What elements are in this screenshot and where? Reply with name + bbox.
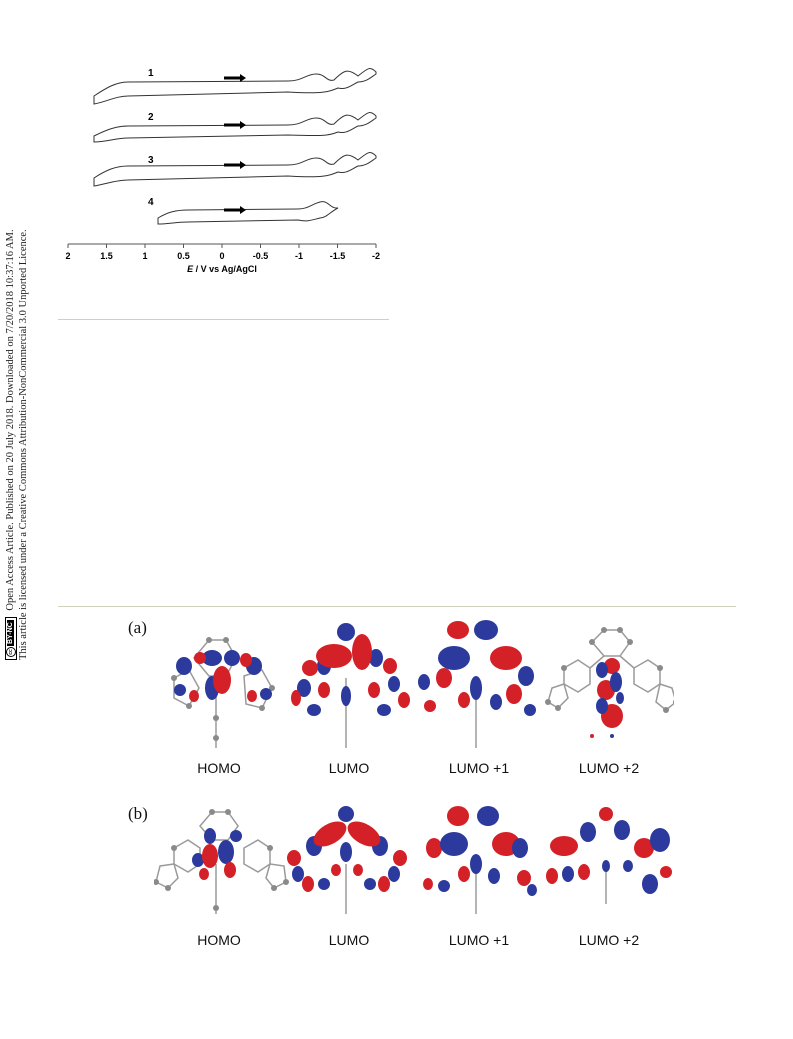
orbital-image-lumo-plus-1-b <box>423 806 537 914</box>
mo-image-row-b <box>154 804 674 924</box>
scan-arrowhead-1 <box>240 74 246 82</box>
cv-curve-2 <box>93 112 377 143</box>
x-tick-label: -1.5 <box>330 251 346 261</box>
curve-label-2: 2 <box>148 112 154 123</box>
license-line-2[interactable]: This article is licensed under a Creativ… <box>18 229 29 660</box>
orbital-label-lumo-plus-2: LUMO +2 <box>578 760 640 776</box>
curve-label-3: 3 <box>148 155 154 166</box>
x-tick-label: 1 <box>142 251 147 261</box>
section-divider <box>58 319 389 320</box>
mo-isosurface-images-a <box>171 620 674 748</box>
mo-isosurface-images-b <box>154 806 672 914</box>
mo-panel-a: (a) <box>128 618 688 790</box>
cc-badge-text: BY-NC <box>6 620 14 646</box>
mo-panel-b: (b) <box>128 804 688 964</box>
panel-label-a: (a) <box>128 618 147 637</box>
license-line-1: Open Access Article. Published on 20 Jul… <box>5 229 16 611</box>
orbital-label-lumo-plus-1: LUMO +1 <box>448 932 510 948</box>
x-axis-title: E / V vs Ag/AgCl <box>187 264 257 274</box>
scan-arrowhead-2 <box>240 121 246 129</box>
cc-badge-symbol: cc <box>5 647 16 657</box>
scan-arrowhead-3 <box>240 161 246 169</box>
orbital-image-lumo-a <box>291 623 410 748</box>
orbital-labels-b: HOMO LUMO LUMO +1 LUMO +2 <box>154 932 674 952</box>
x-tick-label: 2 <box>65 251 70 261</box>
x-tick-label: -2 <box>372 251 380 261</box>
orbital-label-homo: HOMO <box>197 760 241 776</box>
orbital-image-lumo-plus-1-a <box>418 620 536 748</box>
mo-image-row-a <box>154 618 674 748</box>
curve-label-4: 4 <box>148 197 154 208</box>
cv-curve-3 <box>93 152 377 187</box>
orbital-label-lumo-plus-1: LUMO +1 <box>448 760 510 776</box>
scan-arrowhead-4 <box>240 206 246 214</box>
orbital-image-lumo-plus-2-a <box>545 627 674 738</box>
orbital-image-homo-a <box>171 637 275 748</box>
curve-label-1: 1 <box>148 68 154 79</box>
orbital-label-homo: HOMO <box>197 932 241 948</box>
cc-badge[interactable]: ccBY-NC <box>4 617 17 660</box>
x-tick-label: 1.5 <box>100 251 113 261</box>
orbital-image-lumo-b <box>287 806 407 914</box>
orbital-labels-a: HOMO LUMO LUMO +1 LUMO +2 <box>154 760 674 780</box>
cv-curve-4 <box>157 201 339 225</box>
orbital-label-lumo-plus-2: LUMO +2 <box>578 932 640 948</box>
panel-label-b: (b) <box>128 804 148 823</box>
orbital-image-lumo-plus-2-b <box>546 807 672 904</box>
cyclic-voltammogram-figure: 1 2 3 4 2 1.5 1 0.5 0 -0.5 -1 -1.5 <box>58 58 398 288</box>
orbital-image-homo-b <box>154 809 289 914</box>
orbital-label-lumo: LUMO <box>328 932 370 948</box>
cv-plot: 1 2 3 4 2 1.5 1 0.5 0 -0.5 -1 -1.5 <box>65 68 380 274</box>
x-tick-label: 0.5 <box>177 251 190 261</box>
x-tick-label: 0 <box>219 251 224 261</box>
x-tick-label: -0.5 <box>253 251 269 261</box>
section-divider <box>58 606 736 607</box>
orbital-label-lumo: LUMO <box>328 760 370 776</box>
license-text: ccBY-NC Open Access Article. Published o… <box>4 120 40 660</box>
license-strip: ccBY-NC Open Access Article. Published o… <box>4 120 40 660</box>
x-tick-label: -1 <box>295 251 303 261</box>
cv-curve-1 <box>93 68 377 105</box>
